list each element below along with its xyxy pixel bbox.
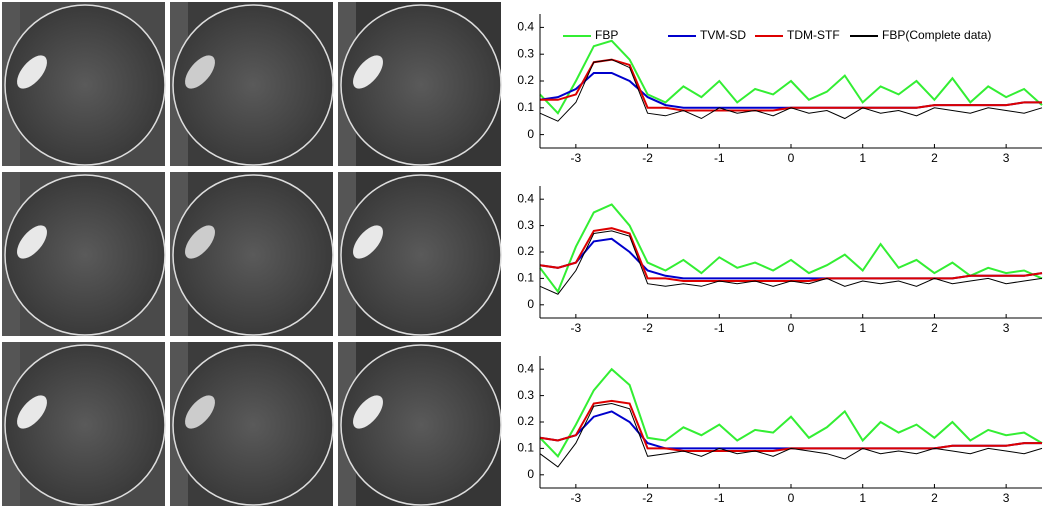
x-tick-label: 0 — [788, 321, 795, 335]
y-tick-label: 0 — [527, 127, 534, 141]
lesion — [353, 395, 383, 429]
x-tick-label: -1 — [714, 151, 725, 165]
series-line — [539, 72, 1042, 109]
series-line — [539, 203, 1043, 294]
x-tick-label: 3 — [1003, 321, 1010, 335]
series-line — [539, 39, 1043, 115]
image-grid — [2, 2, 502, 506]
field-of-view — [4, 174, 166, 336]
y-tick-label: 0.1 — [517, 100, 534, 114]
x-tick-label: -1 — [714, 321, 725, 335]
x-tick-label: 1 — [859, 491, 866, 505]
x-tick-label: 2 — [931, 151, 938, 165]
y-tick-label: 0 — [527, 467, 534, 481]
legend-label: FBP(Complete data) — [882, 28, 991, 42]
field-of-view — [172, 174, 334, 336]
field-of-view — [340, 344, 502, 506]
lesion — [353, 55, 383, 89]
x-tick-label: -2 — [642, 151, 653, 165]
y-tick-label: 0.4 — [517, 361, 534, 375]
x-tick-label: 0 — [788, 151, 795, 165]
legend-label: TDM-STF — [787, 28, 840, 42]
y-tick-label: 0.4 — [517, 191, 534, 205]
y-tick-label: 0.1 — [517, 271, 534, 285]
y-tick-label: 0.4 — [517, 20, 534, 34]
lesion — [185, 225, 215, 259]
field-of-view — [172, 4, 334, 166]
x-tick-label: 2 — [931, 491, 938, 505]
x-tick-label: -2 — [642, 491, 653, 505]
x-tick-label: -1 — [714, 491, 725, 505]
y-tick-label: 0.2 — [517, 73, 534, 87]
field-of-view — [4, 4, 166, 166]
series-line — [539, 399, 1042, 452]
lesion — [17, 395, 47, 429]
series-line — [539, 59, 1043, 122]
x-tick-label: -3 — [571, 491, 582, 505]
series-line — [539, 402, 1043, 468]
series-line — [540, 58, 1042, 112]
x-tick-label: 0 — [788, 491, 795, 505]
lesion — [185, 395, 215, 429]
legend-label: TVM-SD — [700, 28, 746, 42]
y-tick-label: 0.2 — [517, 414, 534, 428]
x-tick-label: 1 — [859, 321, 866, 335]
series-line — [539, 367, 1043, 458]
x-tick-label: -3 — [571, 151, 582, 165]
x-tick-label: -2 — [642, 321, 653, 335]
x-tick-label: 3 — [1003, 491, 1010, 505]
y-tick-label: 0.2 — [517, 244, 534, 258]
lesion — [17, 55, 47, 89]
y-tick-label: 0.1 — [517, 441, 534, 455]
field-of-view — [340, 174, 502, 336]
y-tick-label: 0 — [527, 297, 534, 311]
y-tick-label: 0.3 — [517, 218, 534, 232]
lesion — [185, 55, 215, 89]
x-tick-label: 1 — [859, 151, 866, 165]
legend-label: FBP — [595, 28, 618, 42]
y-tick-label: 0.3 — [517, 46, 534, 60]
y-tick-label: 0.3 — [517, 388, 534, 402]
field-of-view — [172, 344, 334, 506]
x-tick-label: -3 — [571, 321, 582, 335]
field-of-view — [4, 344, 166, 506]
lesion — [17, 225, 47, 259]
lesion — [353, 225, 383, 259]
x-tick-label: 2 — [931, 321, 938, 335]
field-of-view — [340, 4, 502, 166]
x-tick-label: 3 — [1003, 151, 1010, 165]
series-line — [539, 230, 1043, 295]
